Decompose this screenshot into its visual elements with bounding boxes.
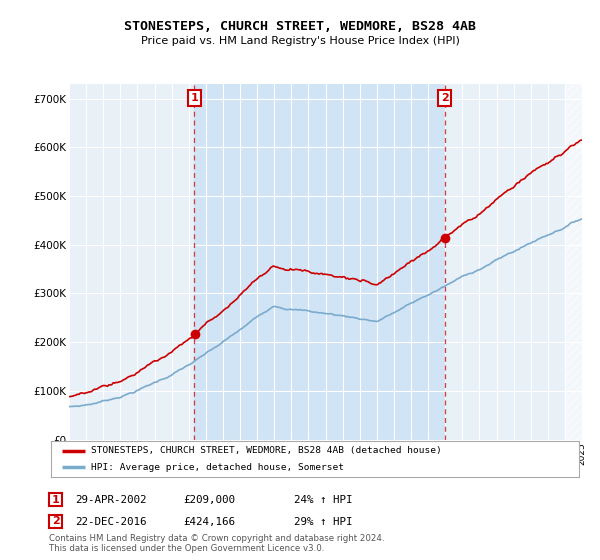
Text: STONESTEPS, CHURCH STREET, WEDMORE, BS28 4AB (detached house): STONESTEPS, CHURCH STREET, WEDMORE, BS28… [91, 446, 442, 455]
Text: 2: 2 [441, 93, 449, 103]
Text: HPI: Average price, detached house, Somerset: HPI: Average price, detached house, Some… [91, 463, 344, 472]
Bar [194, 84, 445, 440]
Text: 29-APR-2002: 29-APR-2002 [75, 495, 146, 505]
Text: 22-DEC-2016: 22-DEC-2016 [75, 517, 146, 527]
Text: £209,000: £209,000 [183, 495, 235, 505]
Text: 1: 1 [52, 494, 59, 505]
Text: 29% ↑ HPI: 29% ↑ HPI [294, 517, 353, 527]
Text: 24% ↑ HPI: 24% ↑ HPI [294, 495, 353, 505]
Text: 1: 1 [190, 93, 198, 103]
Text: £424,166: £424,166 [183, 517, 235, 527]
Text: Price paid vs. HM Land Registry's House Price Index (HPI): Price paid vs. HM Land Registry's House … [140, 36, 460, 46]
Bar [565, 84, 582, 440]
Text: 2: 2 [52, 516, 59, 526]
Text: STONESTEPS, CHURCH STREET, WEDMORE, BS28 4AB: STONESTEPS, CHURCH STREET, WEDMORE, BS28… [124, 20, 476, 32]
Text: Contains HM Land Registry data © Crown copyright and database right 2024.
This d: Contains HM Land Registry data © Crown c… [49, 534, 385, 553]
